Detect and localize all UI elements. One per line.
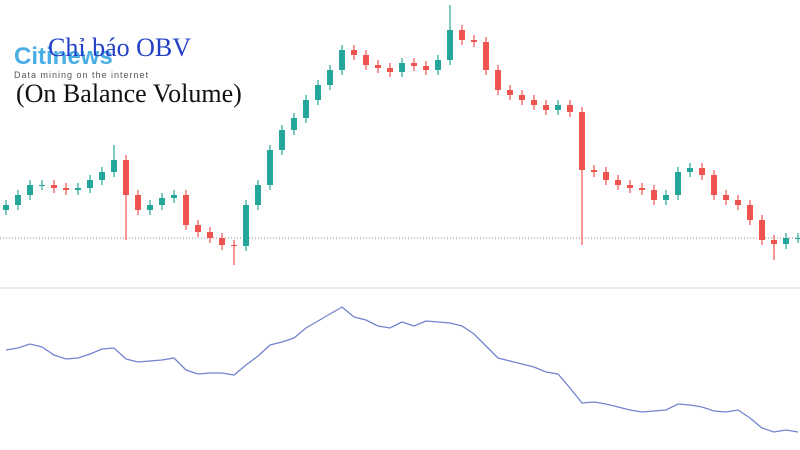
candle-body [255,185,261,205]
candle-body [195,225,201,232]
candle-body [147,205,153,210]
candle-body [651,190,657,200]
candle-body [711,175,717,195]
candle-body [375,65,381,68]
candle-body [579,112,585,170]
candle-body [15,195,21,205]
candle-body [519,95,525,100]
candle-body [471,40,477,42]
candle-body [435,60,441,70]
candle-body [399,63,405,72]
watermark-brand: Citinews [14,43,113,70]
candle-body [243,205,249,246]
candle-body [99,172,105,180]
candle-body [183,195,189,225]
candle-body [447,30,453,60]
candle-body [495,70,501,90]
candle-body [327,70,333,85]
candle-body [171,195,177,198]
candle-body [747,205,753,220]
candle-body [411,63,417,66]
candle-body [111,160,117,172]
candle-body [687,168,693,172]
candle-body [339,50,345,70]
candle-body [159,198,165,205]
chart-title: Chỉ báo OBV [48,33,191,62]
candle-body [123,160,129,195]
candle-body [351,50,357,55]
candle-body [75,188,81,190]
candle-body [87,180,93,188]
candle-body [723,195,729,200]
candle-body [663,195,669,200]
candle-body [639,188,645,190]
candle-body [315,85,321,100]
chart-subtitle: (On Balance Volume) [16,79,242,108]
candle-body [303,100,309,118]
candle-body [39,185,45,186]
candle-body [615,180,621,185]
candle-body [771,240,777,244]
obv-line [5,306,799,433]
marks [0,5,800,433]
candle-body [219,238,225,245]
candle-body [423,66,429,70]
candle-body [63,188,69,190]
candle-body [759,220,765,240]
candle-body [207,232,213,238]
candle-body [483,42,489,70]
candle-body [783,238,789,244]
candle-body [699,168,705,175]
candle-body [27,185,33,195]
candle-body [603,172,609,180]
candle-body [735,200,741,205]
candle-body [135,195,141,210]
candle-body [795,238,800,239]
candle-body [387,68,393,72]
candle-body [291,118,297,130]
candle-body [51,185,57,188]
candle-body [363,55,369,65]
candle-body [591,170,597,172]
candle-body [567,105,573,112]
candle-body [231,245,237,246]
candle-body [531,100,537,105]
candle-body [627,185,633,188]
candle-body [279,130,285,150]
candle-body [543,105,549,110]
candle-body [459,30,465,40]
candle-body [267,150,273,185]
candle-body [555,105,561,110]
candle-body [507,90,513,95]
candle-body [675,172,681,195]
watermark-tagline: Data mining on the internet [14,70,149,80]
candle-body [3,205,9,210]
